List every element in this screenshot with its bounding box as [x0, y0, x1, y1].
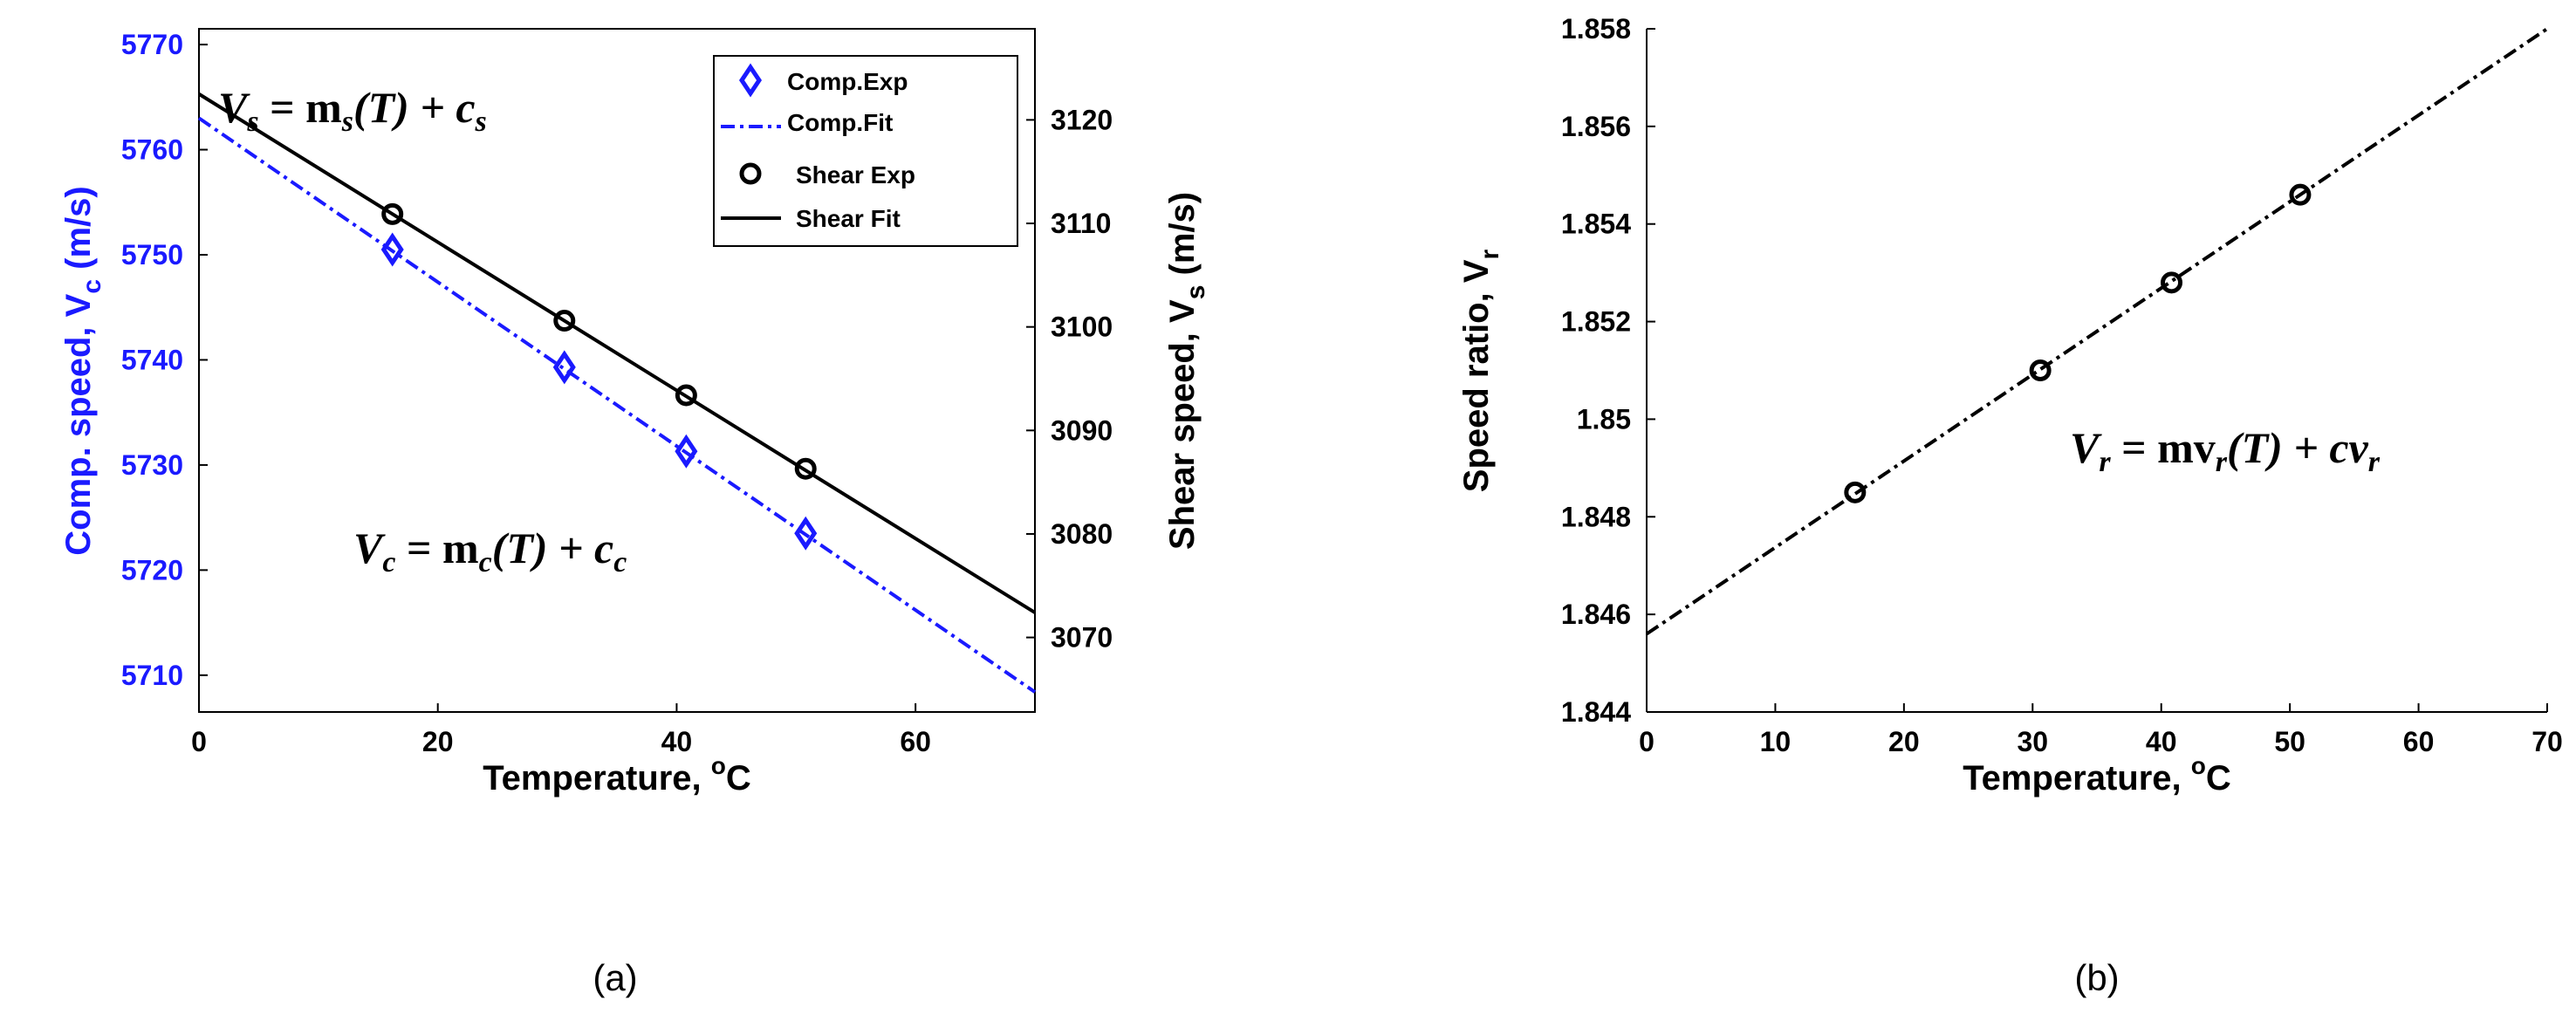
left-y-tick-label: 5770 [121, 29, 183, 60]
panel-a-vs-equation: Vs = ms(T) + cs [218, 83, 487, 138]
left-y-tick-label: 5710 [121, 660, 183, 691]
panel-a-left-y-ticks: 5710 5720 5730 5740 5750 5760 5770 [121, 29, 208, 691]
right-y-tick-label: 3100 [1051, 311, 1113, 343]
comp-fit-line [197, 116, 1037, 694]
panel-a-chart: 0 20 40 60 5710 5720 5730 5740 5750 5760 5770 307… [59, 28, 1210, 798]
panel-a-data-points [380, 202, 818, 551]
panel-b-fit-line [1645, 27, 2549, 636]
caption-b: (b) [2074, 957, 2119, 998]
panel-a-right-y-axis-label: Shear speed, Vs (m/s) [1163, 192, 1210, 550]
panel-a-legend: Comp.Exp Comp.Fit Shear Exp Shear Fit [713, 55, 1018, 247]
panel-b-vr-equation: Vr = mvr(T) + cvr [2070, 423, 2381, 478]
right-y-tick-label: 3110 [1051, 208, 1111, 239]
y-tick-label: 1.858 [1561, 13, 1631, 44]
legend-box [713, 55, 1018, 247]
shear-exp-point [675, 384, 697, 407]
y-tick-label: 1.848 [1561, 501, 1631, 532]
shear-exp-point [553, 310, 576, 332]
comp-exp-point [675, 434, 698, 469]
panel-a-right-y-ticks: 3070 3080 3090 3100 3110 3120 [1026, 104, 1113, 654]
y-tick-label: 1.85 [1577, 403, 1631, 435]
x-tick-label: 10 [1760, 726, 1792, 757]
comp-exp-point [380, 232, 404, 267]
panel-b-data-points [1844, 183, 2312, 503]
panel-b-chart: 0 10 20 30 40 50 60 70 1.844 1.846 1.848 1.85 1.852… [1457, 13, 2563, 798]
comp-exp-point [552, 350, 576, 385]
legend-shear-exp-marker [739, 162, 762, 185]
y-tick-label: 1.844 [1561, 696, 1631, 728]
panel-a-x-axis-label: Temperature, oC [483, 752, 751, 798]
comp-exp-point [794, 516, 818, 551]
shear-exp-point [381, 202, 404, 225]
x-tick-label: 0 [1639, 726, 1655, 757]
x-tick-label: 70 [2531, 726, 2563, 757]
panel-a-vc-equation: Vc = mc(T) + cc [353, 524, 627, 578]
right-y-tick-label: 3080 [1051, 518, 1113, 550]
speed-ratio-point [2161, 271, 2183, 294]
x-tick-label: 30 [2017, 726, 2048, 757]
speed-ratio-point [1844, 481, 1867, 503]
left-y-tick-label: 5730 [121, 449, 183, 481]
shear-fit-line [197, 92, 1037, 614]
legend-comp-exp-label: Comp.Exp [787, 68, 908, 95]
panel-b-x-ticks: 0 10 20 30 40 50 60 70 [1639, 703, 2563, 757]
panel-a-left-y-axis-label: Comp. speed, Vc (m/s) [59, 186, 106, 555]
caption-a: (a) [593, 957, 637, 998]
x-tick-label: 60 [2403, 726, 2435, 757]
right-y-tick-label: 3070 [1051, 622, 1113, 654]
panel-a-x-ticks: 0 20 40 60 [191, 703, 931, 757]
y-tick-label: 1.852 [1561, 306, 1631, 338]
legend-comp-fit-label: Comp.Fit [787, 109, 893, 136]
x-tick-label: 60 [900, 726, 931, 757]
x-tick-label: 40 [2146, 726, 2177, 757]
legend-shear-exp-label: Shear Exp [796, 161, 915, 188]
legend-comp-exp-marker [738, 63, 763, 98]
left-y-tick-label: 5740 [121, 344, 183, 375]
x-tick-label: 20 [1888, 726, 1920, 757]
legend-shear-fit-label: Shear Fit [796, 205, 901, 232]
x-tick-label: 0 [191, 726, 207, 757]
y-tick-label: 1.856 [1561, 111, 1631, 142]
left-y-tick-label: 5760 [121, 134, 183, 166]
panel-b-y-axis-label: Speed ratio, Vr [1457, 249, 1504, 492]
right-y-tick-label: 3090 [1051, 414, 1113, 446]
panel-a-plot-frame [198, 28, 1036, 713]
x-tick-label: 50 [2274, 726, 2305, 757]
shear-exp-point [794, 457, 817, 480]
panel-b-y-ticks: 1.844 1.846 1.848 1.85 1.852 1.854 1.856 1.858 [1561, 13, 1655, 728]
panel-a-fit-lines [197, 92, 1037, 694]
y-tick-label: 1.854 [1561, 209, 1631, 240]
speed-ratio-point [2289, 183, 2312, 206]
left-y-tick-label: 5720 [121, 554, 183, 585]
panel-b-x-axis-label: Temperature, oC [1963, 752, 2231, 798]
y-tick-label: 1.846 [1561, 599, 1631, 630]
right-y-tick-label: 3120 [1051, 104, 1113, 135]
speed-ratio-fit-line [1645, 27, 2549, 636]
left-y-tick-label: 5750 [121, 239, 183, 270]
x-tick-label: 20 [422, 726, 454, 757]
speed-ratio-point [2029, 359, 2052, 381]
x-tick-label: 40 [661, 726, 693, 757]
